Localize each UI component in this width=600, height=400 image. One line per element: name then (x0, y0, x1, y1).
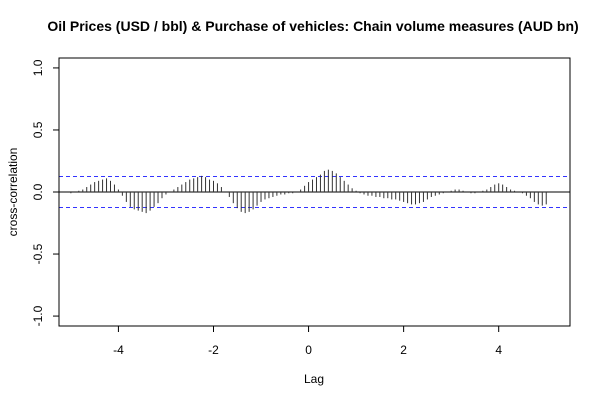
y-axis-label: cross-correlation (6, 148, 20, 237)
y-tick-label: 0.5 (31, 121, 45, 138)
y-tick-label: -1.0 (31, 305, 45, 326)
chart-title: Oil Prices (USD / bbl) & Purchase of veh… (47, 18, 578, 34)
x-axis-label: Lag (304, 372, 324, 386)
x-tick-label: 4 (495, 343, 502, 357)
y-tick-label: 0.0 (31, 183, 45, 200)
x-tick-label: 2 (400, 343, 407, 357)
x-tick-label: -2 (208, 343, 219, 357)
x-tick-label: 0 (305, 343, 312, 357)
y-tick-label: 1.0 (31, 59, 45, 76)
bars-group (59, 169, 570, 214)
x-axis: -4 -2 0 2 4 (113, 325, 502, 357)
y-axis: -1.0 -0.5 0.0 0.5 1.0 (31, 59, 60, 326)
x-tick-label: -4 (113, 343, 124, 357)
y-tick-label: -0.5 (31, 243, 45, 264)
